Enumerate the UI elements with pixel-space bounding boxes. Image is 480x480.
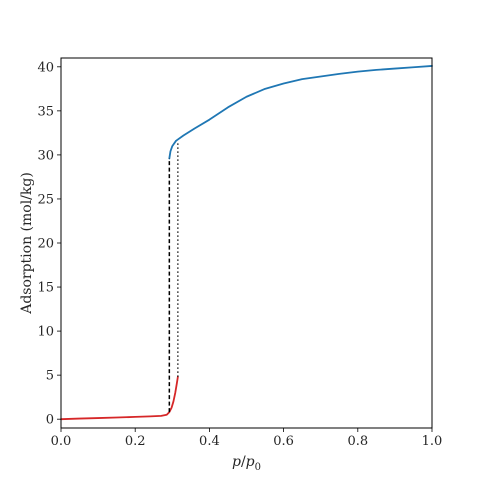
y-tick-label: 25 bbox=[37, 192, 54, 207]
y-tick-label: 20 bbox=[37, 237, 54, 252]
y-axis-ticks: 0 5 10 15 20 25 30 35 40 bbox=[37, 60, 61, 428]
x-label-slash: / bbox=[241, 454, 246, 470]
y-tick-label: 10 bbox=[37, 325, 54, 340]
y-tick-label: 5 bbox=[46, 369, 54, 384]
plot-area bbox=[60, 65, 433, 421]
x-label-p: p bbox=[232, 454, 241, 470]
x-label-subscript: 0 bbox=[255, 462, 261, 473]
x-tick-label: 1.0 bbox=[422, 434, 443, 449]
y-tick-label: 15 bbox=[37, 281, 54, 296]
x-tick-label: 0.2 bbox=[125, 434, 146, 449]
x-axis-label: p/p0 bbox=[232, 454, 261, 473]
plot-frame bbox=[60, 57, 433, 429]
x-tick-label: 0.4 bbox=[199, 434, 220, 449]
x-tick-label: 0.6 bbox=[273, 434, 294, 449]
y-tick-label: 40 bbox=[37, 60, 54, 75]
y-tick-label: 30 bbox=[37, 148, 54, 163]
x-tick-label: 0.0 bbox=[51, 434, 72, 449]
series-line-0 bbox=[60, 375, 179, 421]
y-tick-label: 0 bbox=[46, 413, 54, 428]
x-axis-ticks: 0.0 0.2 0.4 0.6 0.8 1.0 bbox=[51, 428, 443, 449]
y-axis-label: Adsorption (mol/kg) bbox=[19, 172, 35, 315]
x-tick-label: 0.8 bbox=[347, 434, 368, 449]
x-label-p0: p bbox=[246, 454, 255, 470]
y-tick-label: 35 bbox=[37, 104, 54, 119]
series-line-1 bbox=[168, 65, 433, 160]
